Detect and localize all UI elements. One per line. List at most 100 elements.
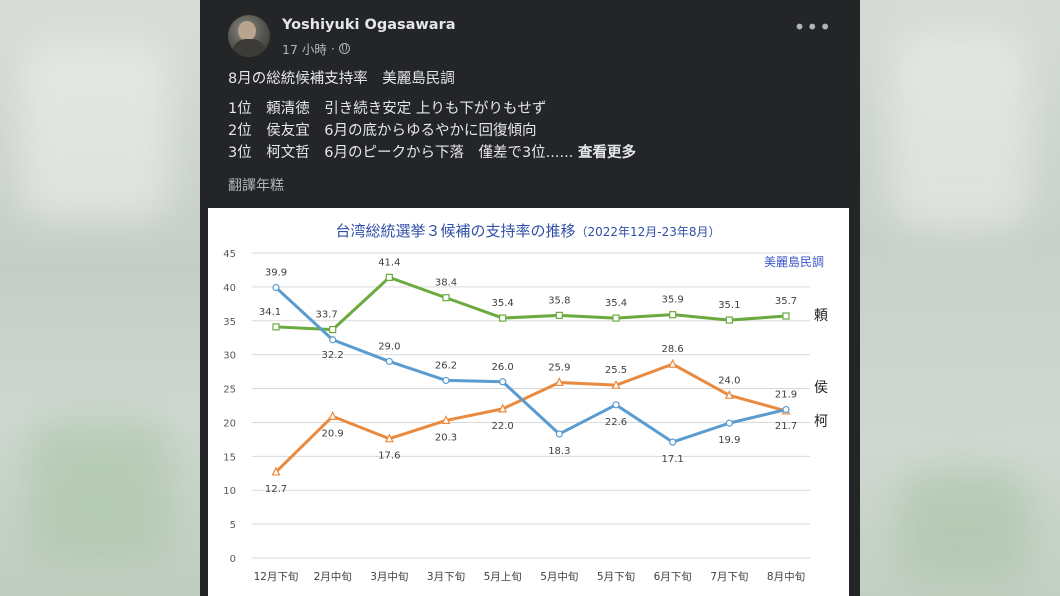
x-tick-label: 3月下旬 <box>427 570 465 583</box>
y-tick-label: 10 <box>223 486 236 497</box>
series-name-ko: 柯 <box>814 414 828 430</box>
data-label-ko: 29.0 <box>378 341 400 352</box>
data-label-ko: 26.2 <box>435 360 457 371</box>
data-label-hou: 20.3 <box>435 432 457 443</box>
y-tick-label: 40 <box>223 283 236 294</box>
data-point-hou <box>724 389 734 399</box>
chart-title-main: 台湾総統選挙３候補の支持率の推移 <box>335 222 575 240</box>
data-point-hou <box>271 466 281 476</box>
data-label-hou: 12.7 <box>265 484 287 495</box>
data-label-ko: 32.2 <box>322 350 344 361</box>
post-line-3-text: 3位 柯文哲 6月のピークから下落 僅差で3位...... <box>228 145 574 161</box>
data-point-hou <box>328 411 338 420</box>
data-label-ko: 39.9 <box>265 268 287 279</box>
series-line-hou <box>274 362 787 473</box>
meta-separator: · <box>330 41 335 56</box>
data-point-ko <box>612 401 620 409</box>
data-label-lai: 35.4 <box>605 298 627 309</box>
y-tick-label: 30 <box>223 351 236 362</box>
post-line-1: 1位 頼清徳 引き続き安定 上りも下がりもせず <box>228 101 547 117</box>
more-options-icon[interactable]: ••• <box>793 15 832 39</box>
chart-source-label: 美麗島民調 <box>764 254 824 269</box>
data-label-lai: 35.1 <box>718 300 740 311</box>
data-label-lai: 35.4 <box>492 298 514 309</box>
data-point-ko <box>499 378 507 386</box>
data-label-lai: 38.4 <box>435 278 457 289</box>
y-tick-label: 35 <box>223 317 236 328</box>
data-label-lai: 41.4 <box>378 257 400 268</box>
data-label-hou: 25.5 <box>605 365 627 376</box>
y-tick-label: 0 <box>230 554 236 565</box>
data-label-lai: 34.1 <box>259 307 281 318</box>
data-label-hou: 17.6 <box>378 451 400 462</box>
series-name-hou: 侯 <box>814 380 828 396</box>
data-point-lai <box>272 323 280 331</box>
x-tick-label: 7月下旬 <box>710 570 748 583</box>
data-point-lai <box>782 312 790 320</box>
data-label-ko: 17.1 <box>662 454 684 465</box>
y-tick-label: 25 <box>223 385 236 396</box>
x-tick-label: 6月下旬 <box>654 570 692 583</box>
data-label-ko: 26.0 <box>492 362 514 373</box>
x-tick-label: 5月上旬 <box>484 570 522 583</box>
data-point-ko <box>725 419 733 427</box>
data-point-lai <box>329 325 337 334</box>
post-meta: 17 小時 · <box>282 39 350 58</box>
data-point-ko <box>385 357 393 366</box>
post-line-2: 2位 侯友宜 6月の底からゆるやかに回復傾向 <box>228 123 537 139</box>
data-point-ko <box>669 438 677 446</box>
x-tick-label: 5月下旬 <box>597 570 635 583</box>
data-label-ko: 22.6 <box>605 417 627 428</box>
data-label-hou: 28.6 <box>662 344 684 355</box>
post-body: 8月の総統候補支持率 美麗島民調 1位 頼清徳 引き続き安定 上りも下がりもせず… <box>228 68 832 164</box>
data-point-lai <box>442 294 450 302</box>
support-rate-chart: 台湾総統選挙３候補の支持率の推移（2022年12月-23年8月） 美麗島民調 0 5 1… <box>223 222 828 583</box>
see-more-link[interactable]: 查看更多 <box>577 145 636 161</box>
y-tick-label: 5 <box>230 520 236 531</box>
data-label-hou: 25.9 <box>548 362 570 373</box>
data-point-lai <box>725 316 733 324</box>
data-point-hou <box>384 433 394 443</box>
data-point-ko <box>555 430 563 438</box>
data-label-lai: 35.7 <box>775 296 797 307</box>
author-name[interactable]: Yoshiyuki Ogasawara <box>282 17 456 33</box>
series-line-lai <box>275 275 787 332</box>
data-point-hou <box>441 415 451 425</box>
x-tick-label: 3月中旬 <box>370 570 408 583</box>
data-label-hou: 20.9 <box>322 428 344 439</box>
data-label-lai: 33.7 <box>316 310 338 321</box>
data-point-lai <box>612 314 620 322</box>
data-label-hou: 22.0 <box>492 421 514 432</box>
data-point-hou <box>611 379 621 389</box>
globe-icon[interactable] <box>338 43 350 54</box>
post-timestamp[interactable]: 17 小時 <box>282 42 327 57</box>
y-tick-label: 15 <box>223 452 236 463</box>
chart-title: 台湾総統選挙３候補の支持率の推移（2022年12月-23年8月） <box>335 222 720 240</box>
data-point-hou <box>554 377 564 387</box>
data-point-lai <box>555 311 563 319</box>
x-tick-label: 8月中旬 <box>767 570 805 583</box>
data-label-ko: 21.9 <box>775 390 797 401</box>
data-label-hou: 24.0 <box>718 375 740 386</box>
data-label-ko: 18.3 <box>548 446 570 457</box>
data-point-lai <box>499 314 507 322</box>
author-avatar[interactable] <box>228 15 270 57</box>
background-right <box>860 0 1060 596</box>
chart-image[interactable]: 台湾総統選挙３候補の支持率の推移（2022年12月-23年8月） 美麗島民調 0 5 1… <box>208 208 849 596</box>
chart-title-sub: （2022年12月-23年8月） <box>575 225 720 239</box>
data-label-hou: 21.7 <box>775 421 797 432</box>
data-point-ko <box>329 336 337 344</box>
y-tick-label: 45 <box>223 249 236 260</box>
x-tick-label: 12月下旬 <box>254 570 299 583</box>
translate-link[interactable]: 翻譯年糕 <box>228 178 284 194</box>
data-point-ko <box>442 376 450 385</box>
post-title-line: 8月の総統候補支持率 美麗島民調 <box>228 71 455 87</box>
data-point-ko <box>272 283 280 292</box>
data-point-ko <box>782 405 790 414</box>
y-tick-label: 20 <box>223 418 236 429</box>
data-label-lai: 35.9 <box>662 295 684 306</box>
data-label-ko: 19.9 <box>718 435 740 446</box>
series-name-lai: 頼 <box>814 308 828 324</box>
post-card: Yoshiyuki Ogasawara 17 小時 · ••• 8月の総統候補支… <box>200 0 860 596</box>
data-label-lai: 35.8 <box>548 295 570 306</box>
